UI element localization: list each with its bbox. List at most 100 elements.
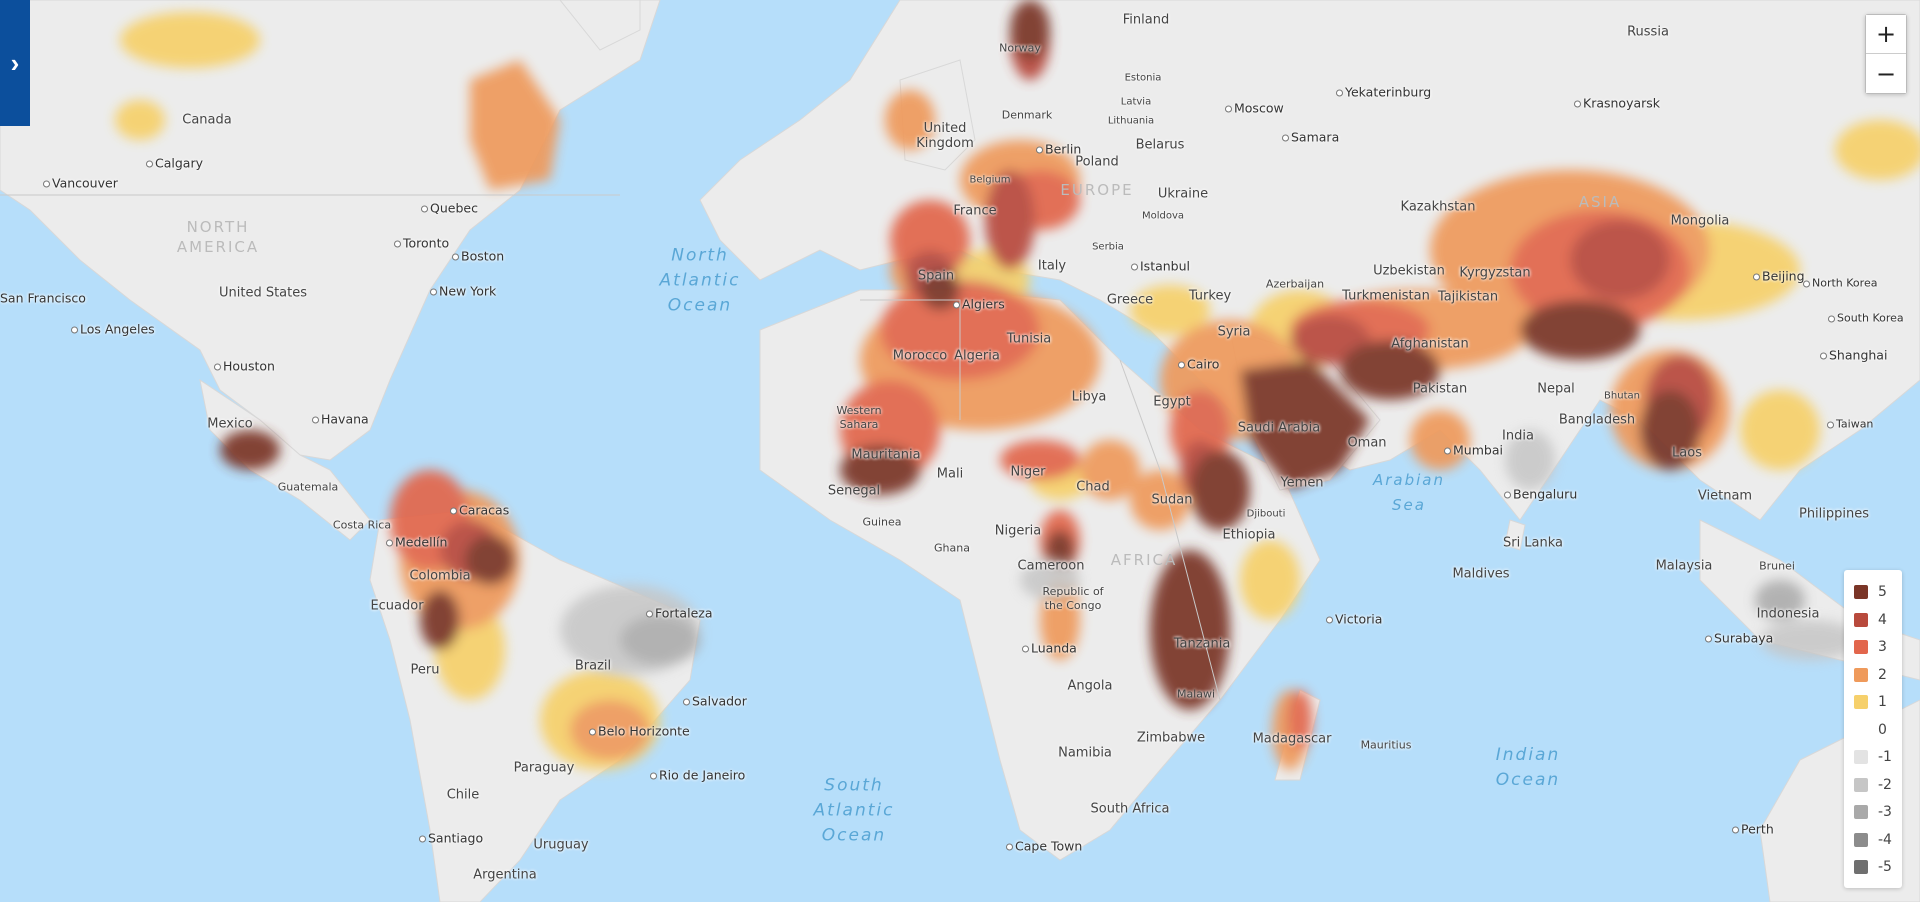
city-label: Belo Horizonte (589, 723, 690, 739)
city-label: Cairo (1177, 356, 1220, 372)
country-label: Madagascar (1252, 731, 1332, 747)
country-label: Brazil (574, 658, 612, 674)
country-label: Finland (1122, 12, 1170, 28)
country-label: Bangladesh (1558, 412, 1636, 428)
legend-label: 1 (1878, 694, 1887, 710)
legend-item: -3 (1854, 802, 1892, 822)
legend-swatch (1854, 777, 1868, 792)
legend-label: 5 (1878, 584, 1887, 600)
country-label: Belgium (969, 174, 1011, 186)
country-label: Norway (999, 41, 1041, 55)
city-label: Santiago (418, 830, 484, 846)
chevron-right-icon: › (10, 47, 20, 78)
country-label: Tajikistan (1437, 289, 1499, 305)
legend-label: 2 (1878, 666, 1887, 683)
city-label: Bengaluru (1503, 486, 1578, 502)
legend-swatch (1854, 750, 1868, 764)
country-label: Peru (410, 662, 440, 678)
sidebar-toggle-button[interactable]: › (0, 0, 30, 126)
legend-swatch (1854, 805, 1868, 819)
country-label: Guinea (862, 515, 902, 529)
city-label: Mumbai (1444, 442, 1503, 458)
country-label: Azerbaijan (1265, 277, 1325, 291)
country-label: Morocco (892, 348, 948, 364)
legend-item: 2 (1854, 665, 1887, 685)
city-label: Istanbul (1130, 258, 1191, 274)
country-label: Afghanistan (1391, 336, 1469, 352)
borders (0, 194, 1221, 701)
country-label: Kazakhstan (1400, 199, 1476, 215)
city-label: Toronto (393, 235, 450, 251)
country-label: United Kingdom (916, 121, 974, 151)
city-label: Taiwan (1826, 417, 1874, 431)
country-label: Paraguay (513, 760, 575, 776)
country-label: Sri Lanka (1502, 535, 1564, 551)
legend-item: -2 (1854, 775, 1892, 795)
continent-label-africa: AFRICA (1110, 551, 1178, 569)
country-label: Western Sahara (836, 404, 882, 431)
zoom-out-button[interactable]: − (1866, 54, 1906, 93)
city-label: Quebec (421, 200, 478, 216)
city-label: Cape Town (1005, 838, 1083, 854)
ocean-label-south-atlantic: South Atlantic Ocean (813, 775, 895, 846)
legend-item: -4 (1854, 830, 1892, 850)
country-label: Denmark (1001, 108, 1053, 122)
legend-label: -2 (1878, 776, 1892, 793)
country-label: Saudi Arabia (1237, 420, 1321, 436)
country-label: Canada (182, 112, 232, 128)
country-label: Serbia (1092, 241, 1124, 253)
country-label: Sudan (1151, 492, 1193, 508)
country-label: South Africa (1090, 801, 1170, 817)
city-label: Caracas (449, 502, 510, 518)
legend-swatch (1854, 612, 1868, 627)
ocean-label-arabian-sea: Arabian Sea (1372, 471, 1446, 514)
country-label: Italy (1037, 258, 1067, 274)
city-label: Moscow (1225, 100, 1284, 116)
legend-label: -1 (1878, 749, 1892, 765)
country-label: Oman (1347, 435, 1387, 451)
country-label: Lithuania (1107, 115, 1155, 127)
negative-anomaly-overlay (560, 430, 1860, 675)
country-label: Niger (1010, 464, 1046, 480)
legend-label: -5 (1878, 859, 1892, 875)
continent-label-asia: ASIA (1578, 193, 1622, 211)
country-label: Angola (1067, 678, 1113, 694)
land-sri-lanka (1504, 519, 1526, 551)
legend-swatch (1854, 640, 1868, 654)
country-label: Philippines (1798, 506, 1870, 522)
country-label: Egypt (1153, 394, 1191, 410)
legend-label: 4 (1878, 611, 1887, 628)
legend-label: 3 (1878, 639, 1887, 655)
land-greenland (559, 0, 641, 51)
country-label: Ecuador (370, 598, 424, 614)
country-label: Algeria (954, 348, 1000, 364)
country-label: Brunei (1759, 559, 1795, 573)
country-label: Mauritania (851, 447, 921, 463)
city-label: San Francisco (0, 290, 86, 306)
city-label: Perth (1732, 821, 1774, 837)
city-label: Yekaterinburg (1335, 84, 1432, 100)
country-label: Indonesia (1756, 606, 1820, 622)
country-label: Mongolia (1670, 213, 1730, 229)
continent-label-north-america: NORTH AMERICA (176, 218, 260, 256)
country-label: Guatemala (277, 480, 339, 494)
country-label: Maldives (1452, 566, 1510, 582)
country-label: Pakistan (1412, 381, 1468, 397)
city-label: Victoria (1325, 611, 1383, 627)
legend-item: -1 (1854, 747, 1892, 767)
country-label: Spain (917, 268, 955, 284)
country-label: Libya (1071, 389, 1107, 405)
zoom-in-button[interactable]: + (1866, 15, 1906, 54)
city-label: New York (429, 283, 497, 299)
city-label: Krasnoyarsk (1573, 95, 1661, 111)
country-label: Vietnam (1697, 488, 1753, 504)
legend-label: -4 (1878, 831, 1892, 848)
city-label: Vancouver (43, 175, 118, 191)
country-label: Colombia (409, 568, 471, 584)
country-label: Syria (1217, 324, 1251, 340)
legend-swatch (1854, 722, 1868, 737)
legend-item: 0 (1854, 720, 1887, 740)
city-label: Beijing (1753, 268, 1805, 284)
country-label: Ethiopia (1222, 527, 1276, 543)
